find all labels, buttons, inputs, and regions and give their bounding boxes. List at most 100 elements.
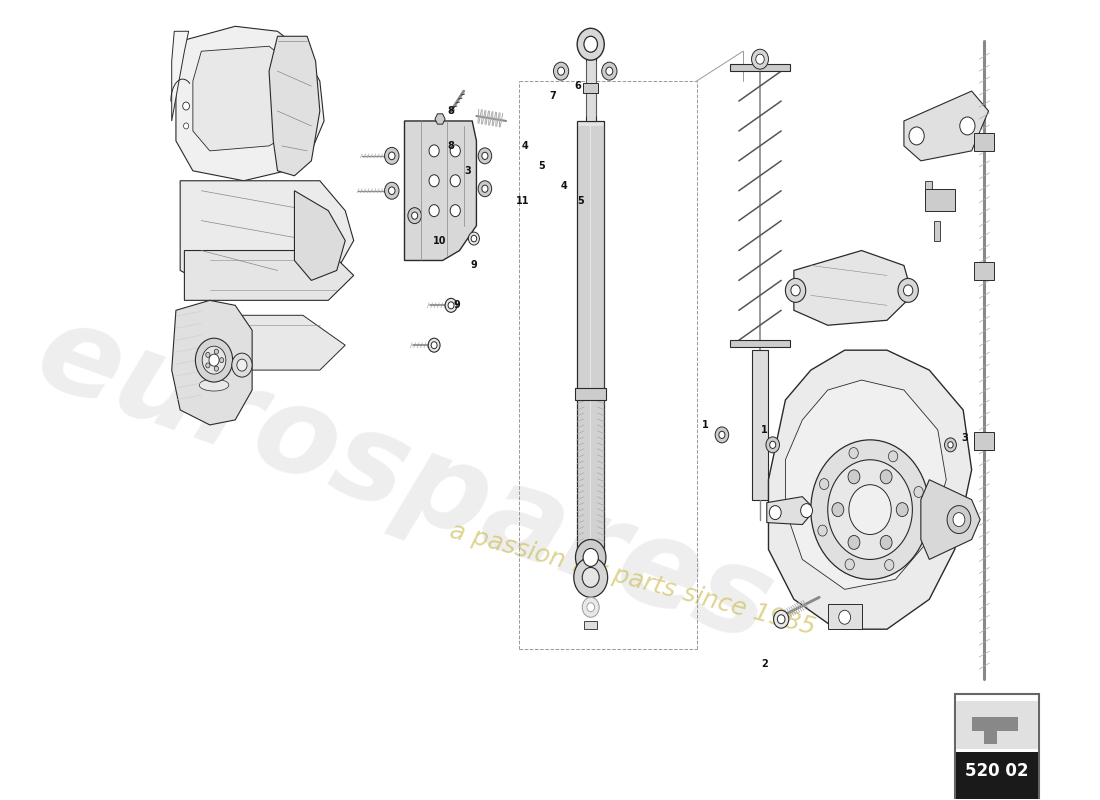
Polygon shape [172, 300, 252, 425]
Circle shape [953, 513, 965, 526]
Ellipse shape [199, 379, 229, 391]
Polygon shape [767, 497, 815, 525]
Text: eurospares: eurospares [21, 293, 788, 667]
Text: 520 02: 520 02 [966, 762, 1028, 780]
Bar [730, 340, 790, 347]
Circle shape [801, 504, 813, 518]
Text: 4: 4 [560, 181, 566, 190]
Text: 1: 1 [761, 425, 768, 435]
Bar [751, 350, 769, 500]
Circle shape [482, 152, 488, 159]
Text: 9: 9 [453, 300, 460, 310]
Circle shape [770, 442, 776, 449]
Circle shape [719, 431, 725, 438]
Circle shape [209, 354, 219, 366]
Circle shape [948, 442, 953, 448]
Text: 7: 7 [549, 91, 556, 101]
Bar [956, 752, 1037, 800]
Circle shape [811, 440, 929, 579]
Polygon shape [794, 250, 912, 326]
Polygon shape [785, 380, 946, 590]
Bar [578, 121, 604, 550]
Polygon shape [769, 350, 971, 630]
Circle shape [896, 502, 909, 517]
Circle shape [574, 558, 607, 598]
Circle shape [880, 535, 892, 550]
Circle shape [232, 353, 252, 377]
Circle shape [184, 123, 188, 129]
Circle shape [553, 62, 569, 80]
Circle shape [214, 366, 219, 371]
Circle shape [450, 174, 461, 186]
Text: 5: 5 [578, 196, 584, 206]
Text: 4: 4 [521, 141, 528, 151]
Circle shape [582, 598, 600, 618]
Circle shape [388, 152, 395, 160]
Polygon shape [904, 91, 989, 161]
Circle shape [960, 117, 975, 135]
Text: 1: 1 [702, 420, 708, 430]
Bar [575, 388, 606, 400]
Text: 8: 8 [448, 106, 454, 116]
Circle shape [196, 338, 233, 382]
Circle shape [385, 147, 399, 164]
Circle shape [408, 208, 421, 224]
Circle shape [429, 205, 439, 217]
Circle shape [183, 102, 189, 110]
Circle shape [817, 525, 827, 536]
Circle shape [478, 148, 492, 164]
Polygon shape [185, 250, 354, 300]
Circle shape [385, 182, 399, 199]
Circle shape [848, 470, 860, 484]
Circle shape [582, 567, 600, 587]
Circle shape [715, 427, 728, 443]
Circle shape [482, 185, 488, 192]
Circle shape [429, 145, 439, 157]
Polygon shape [172, 31, 188, 121]
Polygon shape [971, 717, 1019, 744]
Circle shape [880, 470, 892, 484]
Text: 10: 10 [433, 235, 447, 246]
Bar [925, 181, 932, 201]
Text: 3: 3 [961, 433, 968, 443]
Circle shape [583, 549, 598, 566]
Circle shape [606, 67, 613, 75]
Polygon shape [921, 480, 980, 559]
Circle shape [202, 346, 226, 374]
Circle shape [578, 28, 604, 60]
Circle shape [845, 559, 855, 570]
Bar [956, 701, 1037, 749]
Text: a passion for parts since 1985: a passion for parts since 1985 [448, 519, 818, 640]
Circle shape [431, 342, 437, 349]
Circle shape [773, 610, 789, 628]
Circle shape [832, 502, 844, 517]
Bar [955, 694, 1040, 800]
Circle shape [428, 338, 440, 352]
Polygon shape [405, 121, 476, 261]
Circle shape [909, 127, 924, 145]
Circle shape [602, 62, 617, 80]
Text: 9: 9 [471, 261, 477, 270]
Circle shape [448, 302, 454, 309]
Circle shape [469, 232, 480, 245]
Polygon shape [434, 114, 446, 124]
Circle shape [206, 352, 210, 358]
Circle shape [820, 478, 828, 490]
Circle shape [450, 145, 461, 157]
Circle shape [838, 610, 850, 624]
Text: 2: 2 [761, 659, 768, 669]
Polygon shape [827, 604, 861, 630]
Circle shape [827, 460, 912, 559]
Circle shape [446, 298, 456, 312]
Circle shape [575, 539, 606, 575]
Circle shape [206, 363, 210, 368]
Circle shape [785, 278, 805, 302]
Bar [975, 133, 994, 151]
Text: 6: 6 [574, 81, 582, 91]
Bar [925, 189, 955, 210]
Circle shape [769, 506, 781, 519]
Bar [975, 432, 994, 450]
Bar [730, 64, 790, 71]
Text: 11: 11 [516, 196, 530, 206]
Circle shape [849, 485, 891, 534]
